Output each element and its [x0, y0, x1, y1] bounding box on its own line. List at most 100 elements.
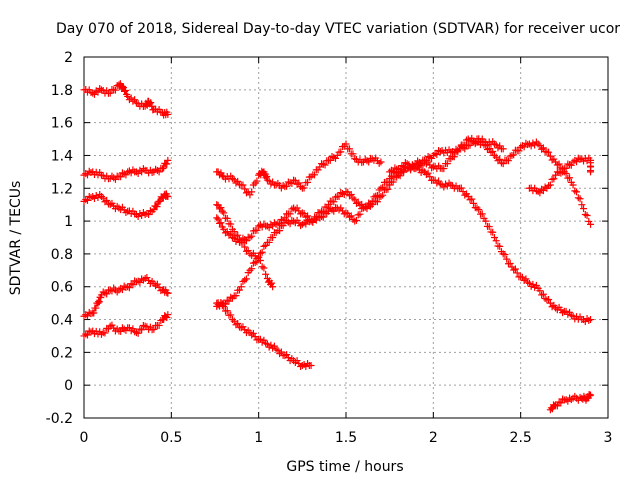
- data-point-marker: [286, 210, 294, 218]
- data-point-marker: [90, 309, 98, 317]
- series-arc-a2: [80, 156, 172, 183]
- data-point-marker: [396, 166, 404, 174]
- data-point-marker: [225, 297, 233, 305]
- data-point-marker: [134, 329, 142, 337]
- data-point-marker: [587, 168, 595, 176]
- data-point-marker: [368, 197, 376, 205]
- data-point-marker: [351, 155, 359, 163]
- y-tick-label: 1.4: [51, 148, 73, 164]
- data-point-marker: [241, 185, 249, 193]
- data-point-marker: [384, 185, 392, 193]
- data-point-marker: [214, 215, 222, 223]
- data-point-marker: [351, 217, 359, 225]
- data-point-marker: [227, 311, 235, 319]
- data-point-marker: [281, 214, 289, 222]
- data-point-marker: [265, 238, 273, 246]
- series-arc-a4: [80, 274, 172, 320]
- data-point-marker: [272, 220, 280, 228]
- data-point-marker: [248, 188, 256, 196]
- data-point-marker: [218, 302, 226, 310]
- data-point-marker: [424, 169, 432, 177]
- data-point-marker: [461, 191, 469, 199]
- data-point-marker: [365, 158, 373, 166]
- data-point-marker: [241, 243, 249, 251]
- data-point-marker: [587, 220, 595, 228]
- data-point-marker: [95, 298, 103, 306]
- data-point-marker: [566, 174, 574, 182]
- x-tick-label: 1: [254, 430, 263, 446]
- data-point-marker: [160, 164, 168, 172]
- data-point-marker: [461, 145, 469, 153]
- data-point-marker: [269, 283, 277, 291]
- data-point-marker: [400, 163, 408, 171]
- data-point-marker: [345, 145, 353, 153]
- data-point-marker: [113, 172, 121, 180]
- data-point-marker: [223, 214, 231, 222]
- data-point-marker: [248, 265, 256, 273]
- data-point-marker: [227, 220, 235, 228]
- data-point-marker: [304, 212, 312, 220]
- x-tick-label: 3: [604, 430, 613, 446]
- y-tick-label: 0.2: [51, 345, 73, 361]
- data-point-marker: [242, 275, 250, 283]
- series-arc-b1: [213, 140, 385, 199]
- data-point-marker: [370, 193, 378, 201]
- x-tick-label: 0.5: [160, 430, 182, 446]
- data-point-marker: [335, 192, 343, 200]
- data-point-marker: [569, 181, 577, 189]
- data-point-marker: [213, 201, 221, 209]
- data-point-marker: [155, 168, 163, 176]
- data-point-marker: [134, 170, 142, 178]
- data-point-marker: [304, 178, 312, 186]
- data-point-marker: [468, 195, 476, 203]
- data-point-marker: [117, 173, 125, 181]
- data-point-marker: [300, 184, 308, 192]
- data-point-marker: [164, 311, 172, 319]
- data-point-marker: [150, 325, 158, 333]
- data-point-marker: [539, 290, 547, 298]
- data-point-marker: [496, 242, 504, 250]
- data-point-marker: [347, 191, 355, 199]
- data-point-marker: [321, 209, 329, 217]
- x-axis-label: GPS time / hours: [286, 459, 403, 475]
- data-point-marker: [489, 148, 497, 156]
- data-point-marker: [155, 321, 163, 329]
- series-arc-c2: [525, 154, 595, 197]
- data-point-marker: [478, 210, 486, 218]
- data-point-marker: [433, 150, 441, 158]
- data-point-marker: [496, 155, 504, 163]
- data-point-marker: [269, 234, 277, 241]
- data-point-marker: [164, 110, 172, 118]
- data-point-marker: [492, 237, 500, 245]
- data-point-marker: [482, 217, 490, 225]
- data-point-marker: [242, 237, 250, 245]
- y-tick-label: 0.6: [51, 280, 73, 296]
- data-point-marker: [159, 165, 167, 173]
- data-point-marker: [508, 151, 516, 159]
- data-point-marker: [232, 292, 240, 300]
- data-point-marker: [356, 210, 364, 218]
- data-point-marker: [363, 203, 371, 211]
- data-point-marker: [504, 157, 512, 165]
- data-point-marker: [258, 263, 266, 271]
- data-point-marker: [574, 194, 582, 202]
- data-point-marker: [220, 209, 228, 217]
- data-point-marker: [330, 198, 338, 206]
- data-point-marker: [295, 179, 303, 187]
- data-point-marker: [147, 99, 155, 107]
- data-point-marker: [567, 396, 575, 404]
- series-arc-a3: [80, 190, 172, 220]
- data-point-marker: [321, 161, 329, 169]
- data-point-marker: [127, 94, 135, 102]
- data-point-marker: [511, 265, 519, 273]
- y-tick-label: 2: [64, 50, 73, 66]
- series-arc-c3: [546, 390, 595, 414]
- data-point-marker: [377, 184, 385, 192]
- series-arc-a1: [80, 80, 172, 119]
- y-tick-label: 0.8: [51, 247, 73, 263]
- data-point-marker: [426, 173, 434, 181]
- data-point-marker: [260, 242, 268, 250]
- data-point-marker: [241, 276, 249, 284]
- data-point-marker: [583, 212, 591, 220]
